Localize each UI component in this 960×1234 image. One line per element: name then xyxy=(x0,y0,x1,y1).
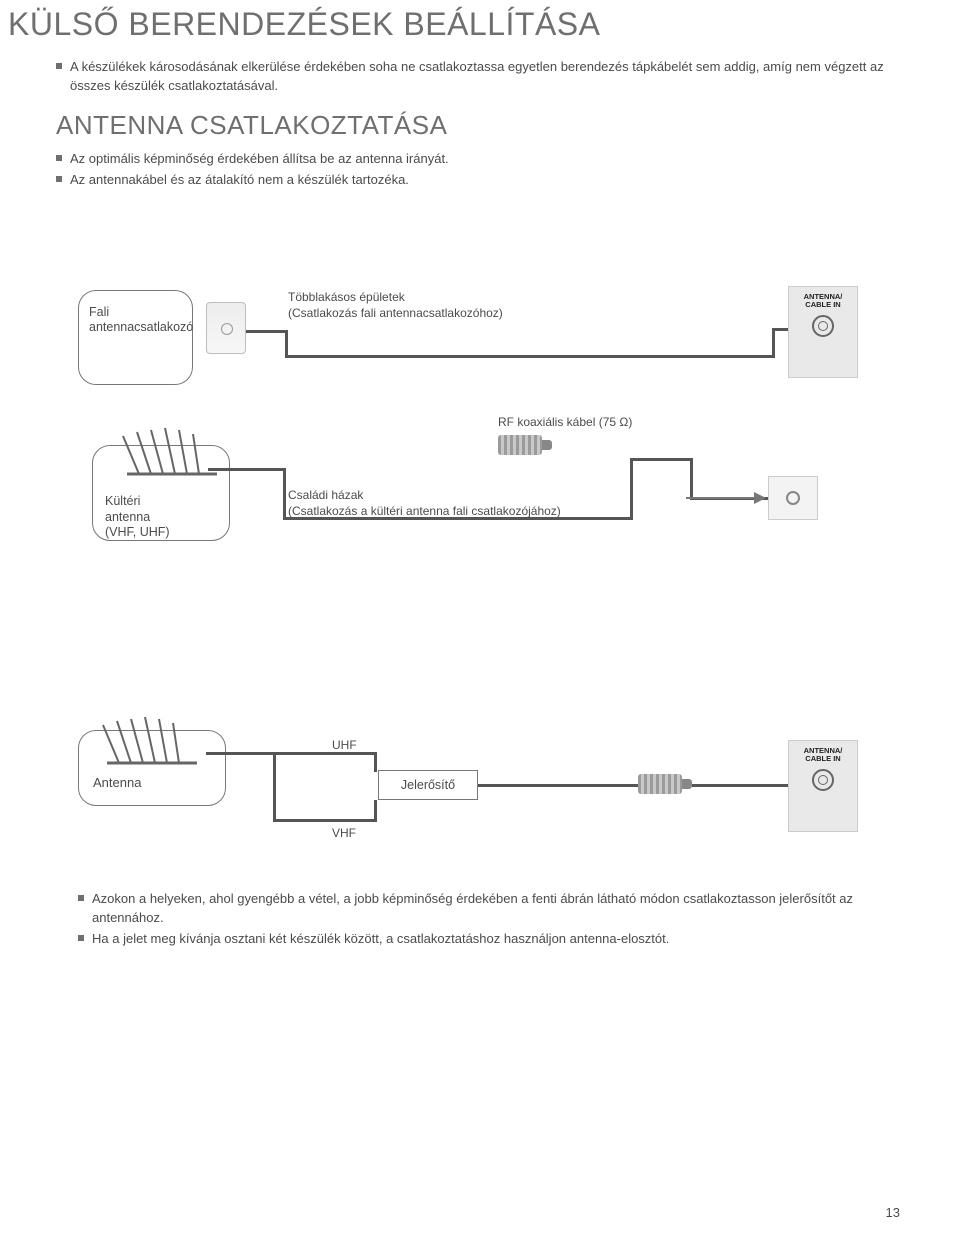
house-caption: Családi házak (Csatlakozás a kültéri ant… xyxy=(288,488,561,519)
wire xyxy=(692,784,788,787)
wire xyxy=(478,784,638,787)
bullet-text: A készülékek károsodásának elkerülése ér… xyxy=(70,58,896,96)
wire xyxy=(206,752,276,755)
wire xyxy=(273,752,276,822)
wall-socket-label: Fali antennacsatlakozó xyxy=(89,305,182,335)
wire xyxy=(630,458,690,461)
multi-caption: Többlakásos épületek (Csatlakozás fali a… xyxy=(288,290,503,321)
coax-icon xyxy=(812,769,834,791)
port-label: ANTENNA/ CABLE IN xyxy=(804,293,843,309)
bullet-text: Azokon a helyeken, ahol gyengébb a vétel… xyxy=(92,890,898,928)
outdoor-antenna-icon xyxy=(117,426,227,480)
wire xyxy=(208,468,286,471)
tv-port-bottom: ANTENNA/ CABLE IN xyxy=(788,740,858,832)
antenna-icon xyxy=(97,715,207,769)
antenna-diagram-1: Fali antennacsatlakozó Többlakásos épüle… xyxy=(78,290,858,580)
outdoor-label: Kültéri antenna (VHF, UHF) xyxy=(105,494,217,541)
amplifier-box: Jelerősítő xyxy=(378,770,478,800)
bullet-text: Ha a jelet meg kívánja osztani két készü… xyxy=(92,930,669,949)
antenna-label: Antenna xyxy=(93,775,211,790)
rf-connector-icon xyxy=(498,435,542,455)
rf-label: RF koaxiális kábel (75 Ω) xyxy=(498,415,632,431)
bullet-icon xyxy=(56,176,62,182)
wire xyxy=(772,328,775,358)
port-label: ANTENNA/ CABLE IN xyxy=(804,747,843,763)
bullet-icon xyxy=(78,895,84,901)
wire xyxy=(374,752,377,772)
mid-bullet-list: Az optimális képminőség érdekében állíts… xyxy=(56,150,896,192)
wire xyxy=(630,458,633,520)
bullet-text: Az optimális képminőség érdekében állíts… xyxy=(70,150,449,169)
wall-socket-icon xyxy=(206,302,246,354)
antenna-box: Antenna xyxy=(78,730,226,806)
wire xyxy=(374,800,377,822)
antenna-diagram-2: Antenna UHF VHF Jelerősítő ANTENNA/ CABL… xyxy=(78,718,858,848)
bullet-icon xyxy=(56,63,62,69)
bullet-icon xyxy=(56,155,62,161)
coax-icon xyxy=(812,315,834,337)
wire xyxy=(273,819,377,822)
rf-connector-icon xyxy=(638,774,682,794)
arrow-icon xyxy=(686,490,768,506)
top-bullet-list: A készülékek károsodásának elkerülése ér… xyxy=(56,58,896,98)
bullet-icon xyxy=(78,935,84,941)
wire xyxy=(285,330,288,358)
wire xyxy=(285,355,775,358)
section-title: ANTENNA CSATLAKOZTATÁSA xyxy=(56,110,447,141)
tv-port-top: ANTENNA/ CABLE IN xyxy=(788,286,858,378)
page-number: 13 xyxy=(886,1205,900,1220)
wire xyxy=(273,752,377,755)
uhf-label: UHF xyxy=(332,738,357,752)
bottom-bullet-list: Azokon a helyeken, ahol gyengébb a vétel… xyxy=(78,890,898,951)
wall-socket-box: Fali antennacsatlakozó xyxy=(78,290,193,385)
page-title: KÜLSŐ BERENDEZÉSEK BEÁLLÍTÁSA xyxy=(8,6,600,43)
bullet-text: Az antennakábel és az átalakító nem a ké… xyxy=(70,171,409,190)
vhf-label: VHF xyxy=(332,826,356,840)
outdoor-antenna-box: Kültéri antenna (VHF, UHF) xyxy=(92,445,230,541)
wire xyxy=(283,468,286,520)
wire xyxy=(246,330,288,333)
tv-input-icon xyxy=(768,476,818,520)
